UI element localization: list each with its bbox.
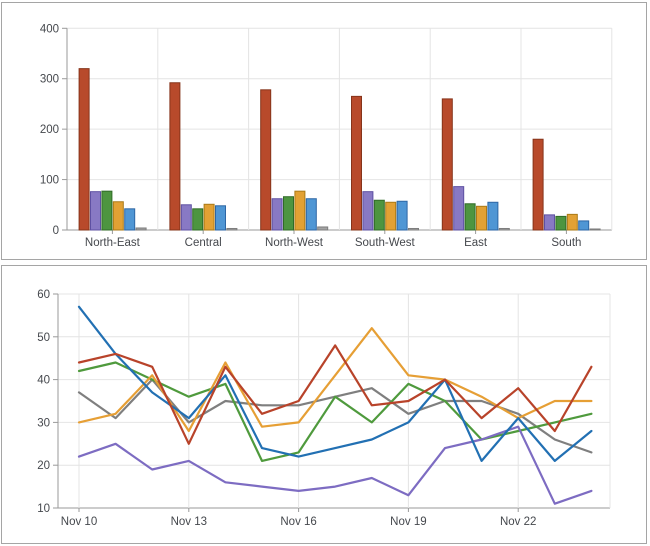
bar-series-red bbox=[78, 68, 90, 231]
bar-series-red bbox=[260, 89, 272, 231]
bar-chart-svg: 0 100 200 300 400 North-East Central North-West… bbox=[40, 23, 613, 249]
category-label: North-East bbox=[85, 237, 141, 249]
bar-series-red bbox=[532, 138, 544, 231]
bar-series-orange bbox=[203, 203, 215, 231]
bar-series-red bbox=[169, 82, 181, 231]
bar-series-gray bbox=[317, 226, 329, 231]
bar-series-green bbox=[283, 196, 294, 231]
bar-series-green bbox=[464, 203, 476, 231]
bar-series-red bbox=[351, 95, 362, 231]
y-tick-label: 50 bbox=[37, 332, 50, 344]
bar-series-green bbox=[555, 215, 567, 231]
bar-series-blue bbox=[124, 208, 136, 231]
bar-series-blue bbox=[396, 200, 408, 231]
category-label: Central bbox=[185, 237, 222, 249]
bar-chart-panel: 0 100 200 300 400 North-East Central North-West… bbox=[1, 2, 647, 260]
category-label: North-West bbox=[265, 237, 324, 249]
y-tick-label: 200 bbox=[40, 124, 59, 136]
bar-series-blue bbox=[578, 220, 590, 231]
bar-series-orange bbox=[476, 205, 487, 231]
bar-series-red bbox=[441, 98, 453, 231]
x-tick-label: Nov 16 bbox=[280, 516, 316, 528]
bar-series-gray bbox=[226, 227, 238, 231]
bar-series-green bbox=[192, 208, 204, 231]
bar-series-gray bbox=[589, 228, 601, 231]
y-tick-label: 0 bbox=[53, 225, 59, 237]
bar-series-purple bbox=[90, 191, 101, 231]
bar-series-gray bbox=[408, 227, 419, 231]
bar-series-blue bbox=[305, 198, 317, 231]
line-chart-panel: 10 20 30 40 50 60 Nov 10 Nov 13 Nov 16 Nov 19 Nov … bbox=[1, 265, 647, 544]
category-label: South-West bbox=[355, 237, 416, 249]
y-tick-label: 10 bbox=[37, 503, 50, 515]
line-series-blue bbox=[77, 305, 593, 462]
bar-series-purple bbox=[180, 204, 192, 231]
y-tick-label: 100 bbox=[40, 175, 59, 187]
bar-series-blue bbox=[215, 205, 226, 231]
bar-series-orange bbox=[112, 201, 124, 231]
bar-series-orange bbox=[566, 213, 578, 231]
x-tick-label: Nov 19 bbox=[390, 516, 426, 528]
line-chart-svg: 10 20 30 40 50 60 Nov 10 Nov 13 Nov 16 Nov 19 Nov … bbox=[37, 289, 611, 528]
bar-series-gray bbox=[498, 227, 510, 231]
bar-series-green bbox=[101, 190, 113, 231]
bar-series-orange bbox=[294, 190, 306, 231]
y-tick-label: 30 bbox=[37, 417, 50, 429]
x-tick-label: Nov 22 bbox=[500, 516, 536, 528]
x-tick-label: Nov 10 bbox=[61, 516, 97, 528]
bar-series-green bbox=[373, 199, 385, 231]
y-tick-label: 300 bbox=[40, 74, 59, 86]
bar-series-purple bbox=[362, 191, 374, 231]
bar-series-purple bbox=[544, 214, 555, 231]
y-tick-label: 40 bbox=[37, 375, 50, 387]
bar-series-orange bbox=[385, 201, 397, 231]
x-tick-label: Nov 13 bbox=[171, 516, 207, 528]
category-label: South bbox=[551, 237, 581, 249]
category-label: East bbox=[464, 237, 488, 249]
bar-series-purple bbox=[271, 198, 283, 231]
y-tick-label: 60 bbox=[37, 289, 50, 301]
y-tick-label: 400 bbox=[40, 23, 59, 35]
bar-series-blue bbox=[487, 201, 499, 231]
line-series-red bbox=[77, 344, 593, 445]
bar-series-gray bbox=[135, 227, 147, 231]
y-tick-label: 20 bbox=[37, 460, 50, 472]
bar-series-purple bbox=[453, 186, 465, 231]
